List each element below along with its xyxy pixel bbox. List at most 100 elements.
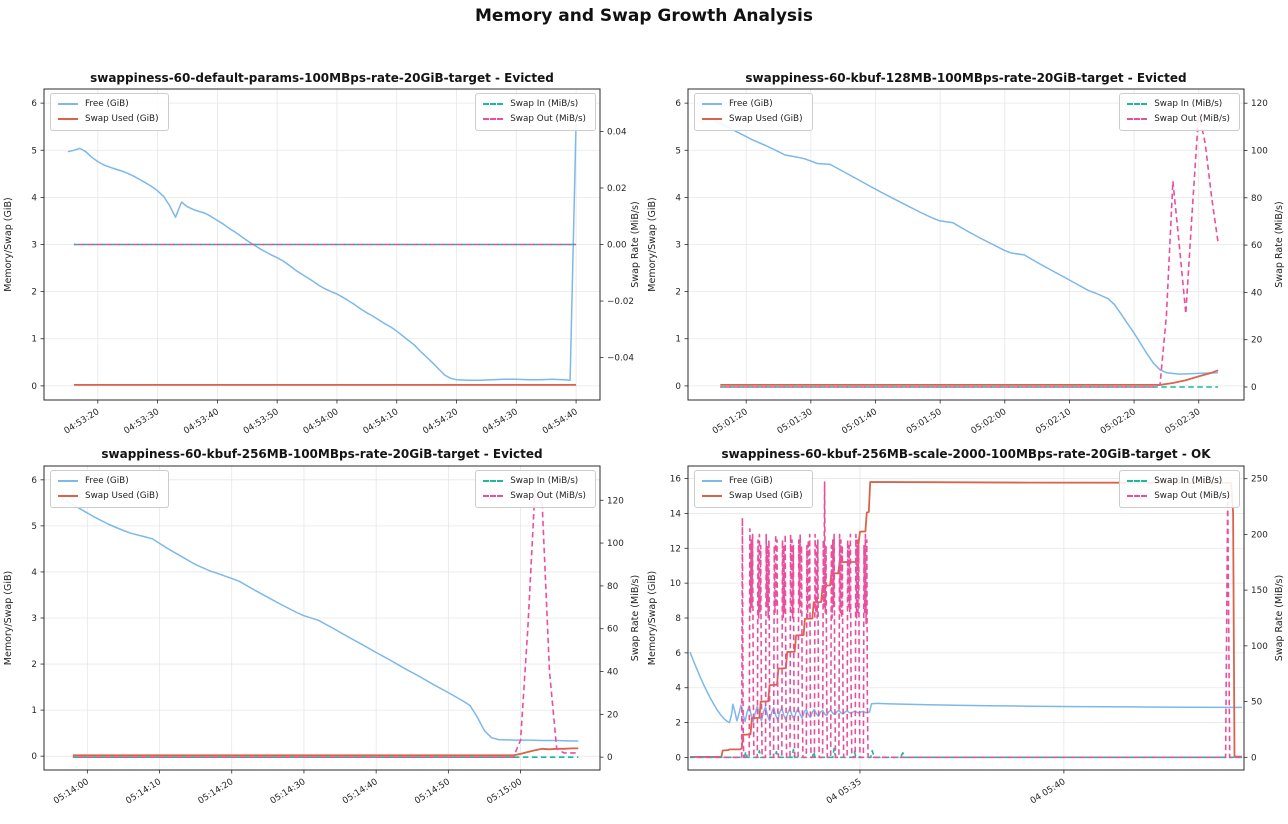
svg-text:05:01:30: 05:01:30 (776, 407, 815, 437)
svg-text:05:01:20: 05:01:20 (711, 407, 750, 437)
svg-text:Memory/Swap (GiB): Memory/Swap (GiB) (3, 197, 14, 291)
svg-text:04:53:20: 04:53:20 (63, 407, 102, 437)
svg-text:1: 1 (675, 335, 681, 345)
legend-item: Free (GiB) (58, 97, 159, 112)
legend-memory: Free (GiB) Swap Used (GiB) (694, 470, 813, 508)
svg-text:250: 250 (1251, 475, 1268, 485)
svg-text:5: 5 (675, 146, 681, 156)
svg-text:04:53:50: 04:53:50 (242, 407, 281, 437)
svg-text:Swap Rate (MiB/s): Swap Rate (MiB/s) (630, 201, 641, 287)
swap-used-line-swatch (58, 118, 78, 121)
swap-out-line-swatch (1127, 495, 1148, 498)
svg-text:100: 100 (1251, 642, 1268, 652)
legend-item: Swap Used (GiB) (702, 112, 803, 127)
svg-text:0.02: 0.02 (607, 184, 627, 194)
svg-text:100: 100 (1251, 146, 1268, 156)
svg-text:Swap Rate (MiB/s): Swap Rate (MiB/s) (1274, 575, 1285, 661)
svg-text:04 05:35: 04 05:35 (825, 777, 864, 806)
legend-item: Free (GiB) (702, 97, 803, 112)
svg-text:2: 2 (675, 719, 681, 729)
legend-label: Free (GiB) (729, 476, 773, 486)
svg-text:8: 8 (675, 614, 681, 624)
swap-out-line-swatch (483, 118, 504, 121)
svg-text:05:14:30: 05:14:30 (269, 777, 308, 807)
svg-text:04:54:30: 04:54:30 (481, 407, 520, 437)
svg-text:05:01:50: 05:01:50 (905, 407, 944, 437)
svg-text:3: 3 (31, 614, 37, 624)
svg-text:Memory/Swap (GiB): Memory/Swap (GiB) (647, 571, 658, 665)
svg-text:05:02:20: 05:02:20 (1099, 407, 1138, 437)
svg-text:14: 14 (670, 509, 682, 519)
free-line-swatch (702, 480, 722, 483)
legend-item: Swap Used (GiB) (702, 489, 803, 504)
svg-text:50: 50 (1251, 698, 1263, 708)
svg-text:0: 0 (1251, 383, 1257, 393)
svg-text:4: 4 (675, 684, 681, 694)
svg-text:Swap Rate (MiB/s): Swap Rate (MiB/s) (1274, 201, 1285, 287)
swap-in-line-swatch (483, 103, 504, 106)
legend-label: Free (GiB) (729, 99, 773, 109)
subplot-title: swappiness-60-default-params-100MBps-rat… (90, 71, 554, 85)
legend-item: Swap In (MiB/s) (1127, 474, 1230, 489)
swap-used-line-swatch (702, 118, 722, 121)
legend-label: Swap Used (GiB) (85, 113, 159, 124)
legend-label: Swap Used (GiB) (729, 113, 803, 124)
svg-text:04 05:40: 04 05:40 (1029, 777, 1068, 807)
svg-text:1: 1 (31, 335, 37, 345)
free-line-swatch (58, 103, 78, 106)
legend-swap-rate: Swap In (MiB/s) Swap Out (MiB/s) (475, 93, 596, 131)
svg-text:05:15:00: 05:15:00 (485, 777, 524, 807)
legend-label: Swap Out (MiB/s) (510, 113, 586, 124)
svg-text:3: 3 (31, 241, 37, 251)
legend-item: Swap Out (MiB/s) (483, 112, 586, 127)
svg-text:0.00: 0.00 (607, 241, 627, 251)
svg-text:0: 0 (607, 753, 613, 763)
svg-text:20: 20 (1251, 336, 1263, 346)
swap-in-line-swatch (483, 480, 504, 483)
legend-item: Swap Out (MiB/s) (1127, 489, 1230, 504)
subplot-kbuf-256mb: swappiness-60-kbuf-256MB-100MBps-rate-20… (0, 444, 644, 824)
svg-text:10: 10 (670, 579, 682, 589)
legend-label: Swap Out (MiB/s) (1154, 490, 1230, 501)
legend-swap-rate: Swap In (MiB/s) Swap Out (MiB/s) (1119, 470, 1240, 508)
svg-text:0.04: 0.04 (607, 127, 627, 137)
legend-memory: Free (GiB) Swap Used (GiB) (50, 93, 169, 131)
legend-item: Swap Used (GiB) (58, 112, 159, 127)
svg-text:05:14:50: 05:14:50 (413, 777, 452, 807)
subplot-title: swappiness-60-kbuf-128MB-100MBps-rate-20… (745, 71, 1187, 85)
swap-out-line-swatch (483, 495, 504, 498)
legend-label: Swap In (MiB/s) (510, 476, 579, 486)
svg-text:6: 6 (675, 649, 681, 659)
svg-text:1: 1 (31, 706, 37, 716)
svg-text:05:01:40: 05:01:40 (840, 407, 879, 437)
svg-text:−0.04: −0.04 (607, 354, 634, 364)
svg-text:6: 6 (31, 476, 37, 486)
svg-text:4: 4 (31, 568, 37, 578)
svg-text:5: 5 (31, 146, 37, 156)
svg-text:3: 3 (675, 241, 681, 251)
svg-text:05:02:10: 05:02:10 (1034, 407, 1073, 437)
svg-text:05:14:10: 05:14:10 (124, 777, 163, 807)
svg-text:05:02:30: 05:02:30 (1164, 407, 1203, 437)
subplot-kbuf-256mb-scale-2000: swappiness-60-kbuf-256MB-scale-2000-100M… (644, 444, 1288, 824)
svg-text:04:54:00: 04:54:00 (302, 407, 341, 437)
svg-text:Swap Rate (MiB/s): Swap Rate (MiB/s) (630, 575, 641, 661)
svg-text:−0.02: −0.02 (607, 297, 634, 307)
figure-title: Memory and Swap Growth Analysis (475, 6, 813, 26)
legend-label: Swap Used (GiB) (729, 490, 803, 501)
svg-text:4: 4 (31, 193, 37, 203)
subplot-kbuf-128mb: swappiness-60-kbuf-128MB-100MBps-rate-20… (644, 62, 1288, 444)
legend-item: Free (GiB) (702, 474, 803, 489)
svg-text:150: 150 (1251, 586, 1268, 596)
svg-text:04:53:30: 04:53:30 (122, 407, 161, 437)
svg-text:0: 0 (675, 753, 681, 763)
legend-label: Swap Out (MiB/s) (1154, 113, 1230, 124)
svg-text:Memory/Swap (GiB): Memory/Swap (GiB) (647, 197, 658, 291)
legend-item: Swap In (MiB/s) (483, 97, 586, 112)
subplot-default-params: swappiness-60-default-params-100MBps-rat… (0, 62, 644, 444)
legend-swap-rate: Swap In (MiB/s) Swap Out (MiB/s) (1119, 93, 1240, 131)
svg-text:120: 120 (1251, 99, 1268, 109)
swap-used-line-swatch (702, 495, 722, 498)
svg-text:Memory/Swap (GiB): Memory/Swap (GiB) (3, 571, 14, 665)
